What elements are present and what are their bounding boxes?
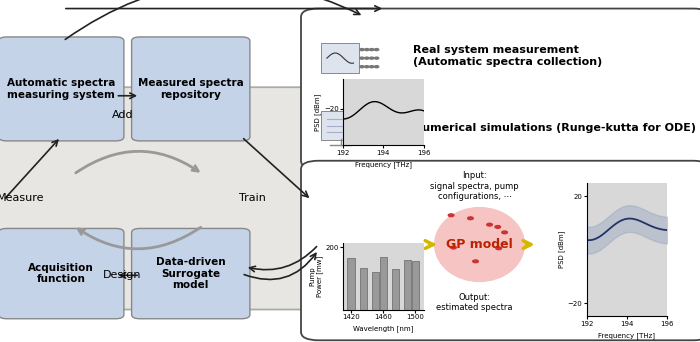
- Circle shape: [360, 49, 364, 51]
- Circle shape: [365, 57, 369, 59]
- Bar: [372, 272, 379, 310]
- Text: Output:
estimated spectra: Output: estimated spectra: [436, 293, 513, 312]
- Circle shape: [468, 217, 473, 220]
- Circle shape: [370, 57, 374, 59]
- Circle shape: [502, 231, 508, 234]
- FancyBboxPatch shape: [321, 111, 361, 140]
- Circle shape: [365, 49, 369, 51]
- Bar: [379, 257, 387, 310]
- FancyArrowPatch shape: [523, 241, 531, 248]
- FancyBboxPatch shape: [0, 37, 124, 141]
- Ellipse shape: [434, 207, 525, 282]
- FancyBboxPatch shape: [301, 161, 700, 340]
- Circle shape: [486, 223, 492, 226]
- FancyArrowPatch shape: [65, 0, 360, 39]
- Bar: [360, 268, 367, 310]
- Text: Train: Train: [239, 193, 265, 203]
- Circle shape: [370, 49, 374, 51]
- Y-axis label: PSD [dBm]: PSD [dBm]: [558, 231, 565, 268]
- X-axis label: Frequency [THz]: Frequency [THz]: [598, 332, 655, 339]
- Circle shape: [473, 260, 478, 263]
- Circle shape: [451, 246, 456, 249]
- Bar: [347, 258, 355, 310]
- FancyBboxPatch shape: [321, 43, 359, 73]
- Y-axis label: PSD [dBm]: PSD [dBm]: [314, 93, 321, 131]
- Text: Design: Design: [104, 270, 141, 280]
- Circle shape: [496, 247, 501, 250]
- FancyBboxPatch shape: [301, 9, 700, 169]
- Text: GP model: GP model: [446, 238, 513, 251]
- FancyBboxPatch shape: [132, 228, 250, 319]
- Text: Measure: Measure: [0, 193, 45, 203]
- Circle shape: [360, 57, 364, 59]
- Text: Numerical simulations (Runge-kutta for ODE): Numerical simulations (Runge-kutta for O…: [413, 123, 696, 133]
- Circle shape: [374, 49, 379, 51]
- Text: Measured spectra
repository: Measured spectra repository: [138, 78, 244, 100]
- FancyBboxPatch shape: [132, 37, 250, 141]
- Text: Input:
signal spectra, pump
configurations, ⋯: Input: signal spectra, pump configuratio…: [430, 171, 519, 201]
- FancyBboxPatch shape: [0, 228, 124, 319]
- Circle shape: [374, 66, 379, 68]
- FancyBboxPatch shape: [0, 87, 354, 310]
- Y-axis label: Pump
Power [mw]: Pump Power [mw]: [309, 255, 323, 297]
- FancyArrowPatch shape: [249, 247, 316, 272]
- Circle shape: [365, 66, 369, 68]
- FancyArrowPatch shape: [425, 241, 433, 248]
- Circle shape: [370, 66, 374, 68]
- Bar: [404, 260, 411, 310]
- Text: Add: Add: [112, 109, 133, 120]
- X-axis label: Frequency [THz]: Frequency [THz]: [355, 161, 412, 168]
- Circle shape: [374, 57, 379, 59]
- Text: Acquisition
function: Acquisition function: [29, 263, 94, 285]
- Circle shape: [495, 226, 500, 228]
- FancyArrowPatch shape: [66, 6, 380, 11]
- FancyArrowPatch shape: [244, 253, 316, 279]
- Text: Data-driven
Surrogate
model: Data-driven Surrogate model: [156, 257, 225, 290]
- Text: Automatic spectra
measuring system: Automatic spectra measuring system: [7, 78, 116, 100]
- Bar: [392, 269, 399, 310]
- Circle shape: [360, 66, 364, 68]
- Circle shape: [448, 214, 454, 216]
- Text: Real system measurement
(Automatic spectra collection): Real system measurement (Automatic spect…: [413, 45, 602, 67]
- X-axis label: Wavelength [nm]: Wavelength [nm]: [353, 325, 414, 332]
- Bar: [412, 261, 419, 310]
